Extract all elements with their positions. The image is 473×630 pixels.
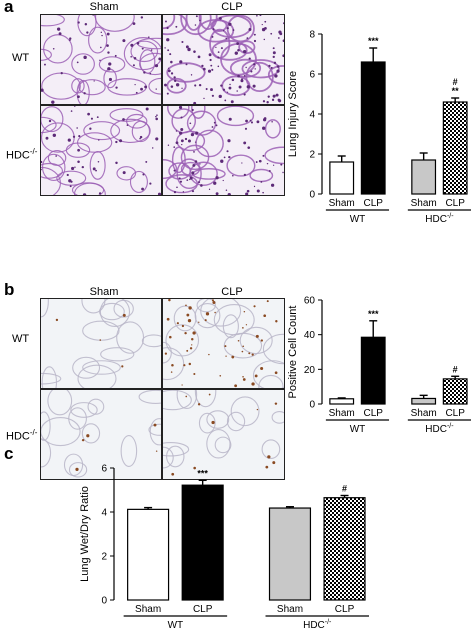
group-label: WT bbox=[350, 214, 366, 225]
bar bbox=[181, 484, 224, 601]
chart-positive-cells: 0 20 40 60 Positive Cell Count Sham *** CLP Sham… bbox=[287, 296, 471, 435]
bar bbox=[411, 159, 437, 195]
bar bbox=[268, 507, 312, 601]
row-label-wt-a: WT bbox=[12, 52, 30, 64]
y-tick-label: 60 bbox=[304, 296, 316, 307]
category-label: Sham bbox=[329, 198, 355, 209]
bar bbox=[360, 336, 386, 405]
bar bbox=[442, 378, 468, 405]
y-tick-label: 4 bbox=[101, 508, 107, 519]
row-label-wt-b: WT bbox=[12, 333, 30, 345]
y-axis-label: Positive Cell Count bbox=[287, 306, 299, 399]
y-axis-label: Lung Injury Score bbox=[287, 71, 299, 157]
group-label: HDC-/- bbox=[303, 619, 332, 630]
significance-label: ** bbox=[452, 86, 460, 96]
y-tick-label: 6 bbox=[101, 464, 107, 475]
panel-letter-a: a bbox=[4, 0, 14, 16]
bar bbox=[411, 397, 437, 405]
significance-label: # bbox=[453, 364, 458, 374]
chart-lung-injury: 0 2 4 6 8 Lung Injury Score Sham *** CLP Sham #** C… bbox=[287, 30, 471, 225]
bar bbox=[360, 61, 386, 195]
y-tick-label: 0 bbox=[101, 596, 107, 607]
category-label: Sham bbox=[135, 604, 161, 615]
micrograph-a-sham-hdc bbox=[40, 105, 162, 196]
category-label: CLP bbox=[445, 408, 465, 419]
bar bbox=[323, 497, 366, 601]
group-label: WT bbox=[350, 424, 366, 435]
y-tick-label: 0 bbox=[309, 190, 315, 201]
row-label-hdc-a: HDC-/- bbox=[6, 147, 38, 162]
significance-label: *** bbox=[368, 309, 379, 319]
significance-label: # bbox=[453, 77, 458, 87]
category-label: CLP bbox=[335, 604, 355, 615]
panel-letter-b: b bbox=[4, 280, 15, 299]
y-tick-label: 0 bbox=[309, 400, 315, 411]
significance-label: # bbox=[342, 484, 347, 494]
category-label: CLP bbox=[363, 408, 383, 419]
category-label: Sham bbox=[411, 198, 437, 209]
category-label: CLP bbox=[363, 198, 383, 209]
category-label: Sham bbox=[411, 408, 437, 419]
chart-wet-dry: 0 2 4 6 Lung Wet/Dry Ratio Sham *** CLP Sham # CLP… bbox=[79, 464, 369, 630]
y-tick-label: 40 bbox=[304, 330, 316, 341]
group-label: HDC-/- bbox=[425, 213, 454, 225]
micrograph-a-clp-wt bbox=[162, 14, 285, 105]
y-tick-label: 2 bbox=[101, 552, 107, 563]
micrograph-a-sham-wt bbox=[40, 14, 162, 105]
y-axis-label: Lung Wet/Dry Ratio bbox=[79, 486, 91, 582]
col-label-clp-b: CLP bbox=[221, 286, 243, 298]
significance-label: *** bbox=[197, 468, 208, 478]
category-label: CLP bbox=[193, 604, 213, 615]
micrograph-b-clp-wt bbox=[162, 298, 285, 389]
group-label: WT bbox=[168, 620, 184, 630]
bar bbox=[127, 508, 170, 601]
col-label-sham-a: Sham bbox=[89, 1, 119, 13]
micrograph-a-clp-hdc bbox=[162, 105, 285, 196]
col-label-sham-b: Sham bbox=[89, 286, 119, 298]
panel-letter-c: c bbox=[4, 444, 14, 463]
significance-label: *** bbox=[368, 36, 379, 46]
y-tick-label: 6 bbox=[309, 70, 315, 81]
category-label: Sham bbox=[329, 408, 355, 419]
micrograph-b-clp-hdc bbox=[162, 389, 285, 480]
group-label: HDC-/- bbox=[425, 423, 454, 435]
y-tick-label: 4 bbox=[309, 110, 315, 121]
y-tick-label: 20 bbox=[304, 365, 316, 376]
category-label: CLP bbox=[445, 198, 465, 209]
col-label-clp-a: CLP bbox=[221, 1, 243, 13]
y-tick-label: 2 bbox=[309, 150, 315, 161]
row-label-hdc-b: HDC-/- bbox=[6, 428, 38, 443]
category-label: Sham bbox=[277, 604, 303, 615]
bar bbox=[442, 101, 468, 195]
bar bbox=[329, 398, 355, 405]
micrograph-b-sham-wt bbox=[40, 298, 162, 389]
y-tick-label: 8 bbox=[309, 30, 315, 41]
bar bbox=[329, 161, 355, 195]
micrograph-b-sham-hdc bbox=[40, 389, 162, 480]
